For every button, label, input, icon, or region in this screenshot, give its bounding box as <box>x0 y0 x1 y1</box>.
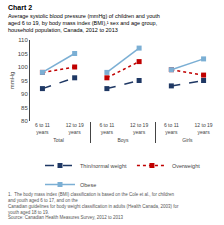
svg-text:Overweight: Overweight <box>172 163 200 169</box>
svg-text:1. The body mass index (BMI): 1. The body mass index (BMI) classificat… <box>8 192 179 220</box>
svg-text:mmHg: mmHg <box>9 72 15 90</box>
svg-text:Boys: Boys <box>117 137 129 143</box>
svg-text:80: 80 <box>21 118 28 124</box>
svg-text:Average systolic blood pressur: Average systolic blood pressure (mmHg) o… <box>8 13 160 33</box>
svg-text:6 to 11years: 6 to 11years <box>164 122 179 135</box>
svg-text:12 to 19years: 12 to 19years <box>130 122 148 135</box>
svg-text:Total: Total <box>53 137 64 143</box>
svg-text:85: 85 <box>21 105 28 111</box>
svg-text:90: 90 <box>21 91 28 97</box>
svg-text:12 to 19years: 12 to 19years <box>195 122 213 135</box>
svg-text:12 to 19years: 12 to 19years <box>66 122 84 135</box>
svg-text:Girls: Girls <box>182 137 193 143</box>
svg-text:6 to 11years: 6 to 11years <box>99 122 114 135</box>
svg-text:110: 110 <box>18 37 28 43</box>
svg-text:Thin/normal weight: Thin/normal weight <box>80 163 127 169</box>
svg-text:100: 100 <box>18 64 29 70</box>
svg-text:Chart 2: Chart 2 <box>8 4 32 11</box>
svg-text:6 to 11years: 6 to 11years <box>35 122 50 135</box>
svg-text:95: 95 <box>21 78 28 84</box>
svg-text:105: 105 <box>18 51 29 57</box>
svg-text:Obese: Obese <box>80 182 96 188</box>
